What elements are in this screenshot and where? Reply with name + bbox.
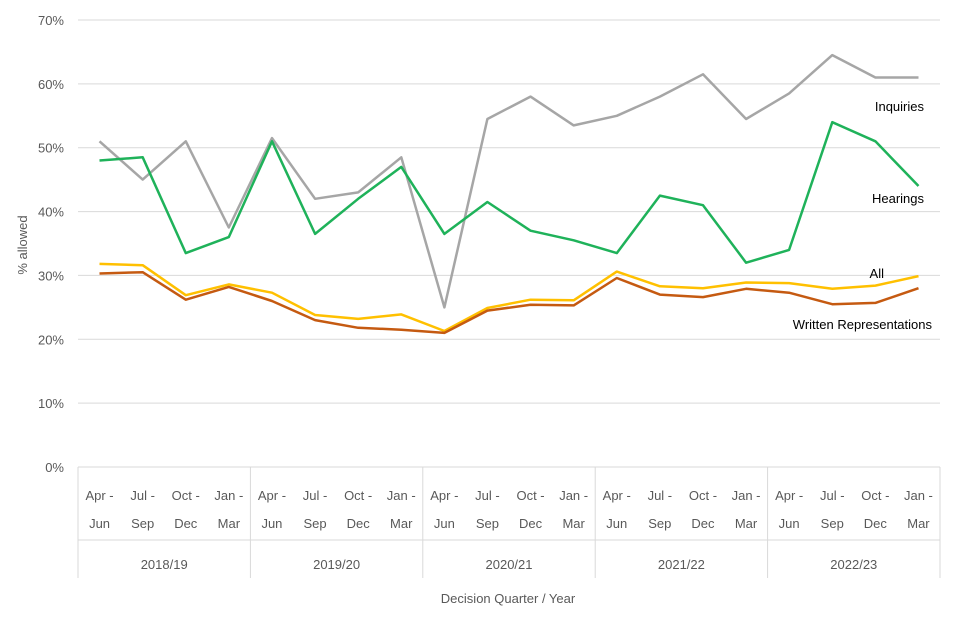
series-label: Hearings — [872, 191, 925, 206]
series-line-written-representations — [99, 270, 919, 335]
x-tick-label: Apr - — [603, 488, 631, 503]
x-year-label: 2022/23 — [830, 557, 877, 572]
x-tick-label: Jan - — [214, 488, 243, 503]
y-tick-label: 40% — [38, 205, 64, 220]
x-year-label: 2020/21 — [486, 557, 533, 572]
y-tick-label: 0% — [45, 460, 64, 475]
series-label: Inquiries — [875, 99, 925, 114]
x-year-label: 2019/20 — [313, 557, 360, 572]
y-tick-label: 10% — [38, 396, 64, 411]
x-tick-label: Dec — [864, 516, 888, 531]
x-tick-label: Jul - — [130, 488, 155, 503]
x-tick-label: Mar — [218, 516, 241, 531]
x-tick-label: Jul - — [648, 488, 673, 503]
x-tick-label: Oct - — [172, 488, 200, 503]
x-tick-label: Jun — [606, 516, 627, 531]
y-tick-label: 30% — [38, 268, 64, 283]
x-tick-label: Jul - — [820, 488, 845, 503]
series-lines — [98, 53, 920, 335]
x-tick-label: Mar — [735, 516, 758, 531]
x-tick-label: Oct - — [344, 488, 372, 503]
x-tick-label: Jan - — [904, 488, 933, 503]
x-tick-label: Apr - — [85, 488, 113, 503]
series-line-inquiries — [98, 53, 919, 309]
y-tick-label: 20% — [38, 332, 64, 347]
x-tick-label: Jan - — [559, 488, 588, 503]
x-tick-label: Jan - — [732, 488, 761, 503]
y-tick-label: 50% — [38, 141, 64, 156]
x-tick-label: Jun — [89, 516, 110, 531]
x-tick-label: Jul - — [303, 488, 328, 503]
x-tick-label: Jun — [261, 516, 282, 531]
x-tick-label: Sep — [476, 516, 499, 531]
x-tick-label: Apr - — [258, 488, 286, 503]
x-tick-label: Jun — [779, 516, 800, 531]
y-tick-label: 60% — [38, 77, 64, 92]
x-year-label: 2021/22 — [658, 557, 705, 572]
x-tick-label: Dec — [519, 516, 543, 531]
series-label: Written Representations — [793, 317, 933, 332]
x-axis: Apr - Jun Jul - Sep Oct - Dec Jan - Mar Apr - Jun… — [77, 467, 941, 578]
x-tick-label: Oct - — [689, 488, 717, 503]
x-tick-label: Mar — [562, 516, 585, 531]
x-tick-label: Mar — [390, 516, 413, 531]
x-tick-label: Sep — [821, 516, 844, 531]
x-tick-label: Sep — [303, 516, 326, 531]
x-tick-label: Sep — [648, 516, 671, 531]
x-tick-label: Sep — [131, 516, 154, 531]
series-label: All — [870, 266, 885, 281]
series-line-all — [99, 262, 919, 333]
x-tick-label: Apr - — [775, 488, 803, 503]
series-line-hearings — [99, 120, 920, 264]
x-tick-label: Jul - — [475, 488, 500, 503]
x-tick-label: Dec — [174, 516, 198, 531]
x-tick-label: Jan - — [387, 488, 416, 503]
x-tick-label: Oct - — [516, 488, 544, 503]
x-tick-label: Oct - — [861, 488, 889, 503]
x-axis-title: Decision Quarter / Year — [441, 591, 576, 606]
x-tick-label: Mar — [907, 516, 930, 531]
series-labels: Inquiries Hearings All Written Representati… — [793, 99, 933, 332]
y-axis-title: % allowed — [15, 215, 30, 274]
x-year-label: 2018/19 — [141, 557, 188, 572]
y-axis-ticks: 0% 10% 20% 30% 40% 50% 60% 70% — [38, 13, 64, 475]
x-tick-label: Apr - — [430, 488, 458, 503]
x-tick-label: Dec — [347, 516, 371, 531]
y-tick-label: 70% — [38, 13, 64, 28]
gridlines — [78, 19, 940, 468]
x-tick-label: Dec — [691, 516, 715, 531]
x-tick-label: Jun — [434, 516, 455, 531]
